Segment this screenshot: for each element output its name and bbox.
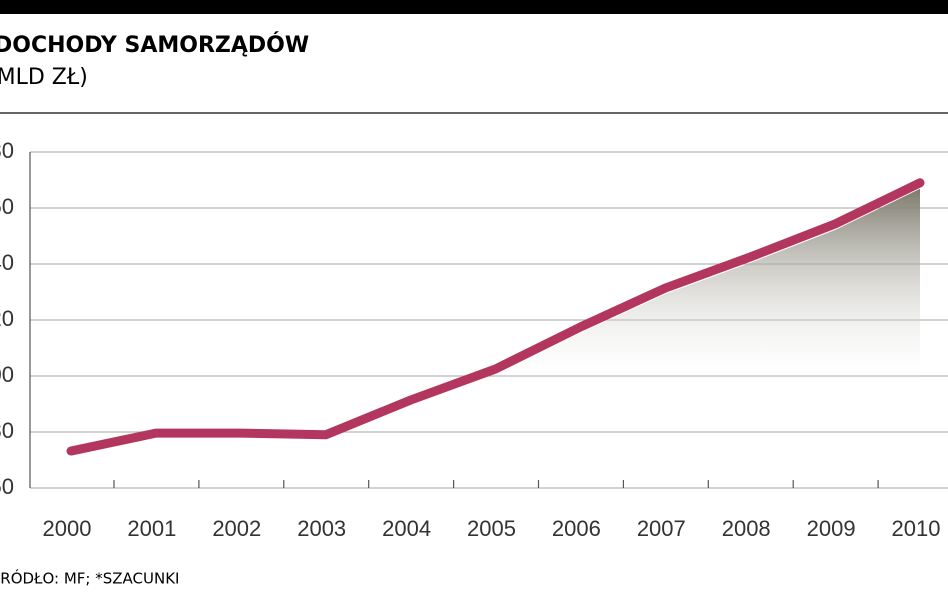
y-tick-label: 60 — [0, 474, 14, 499]
line — [66, 178, 925, 456]
y-tick-label: 80 — [0, 418, 14, 443]
x-tick-label: 2000 — [43, 516, 92, 541]
y-tick-label: 160 — [0, 194, 14, 219]
x-tick-label: 2010 — [892, 516, 941, 541]
chart-title: DOCHODY SAMORZĄDÓW — [0, 32, 309, 58]
area — [495, 188, 920, 390]
x-tick-label: 2009 — [807, 516, 856, 541]
x-tick-label: 2008 — [722, 516, 771, 541]
x-tick-label: 2004 — [382, 516, 431, 541]
top-bar — [0, 0, 948, 14]
x-tick-label: 2002 — [212, 516, 261, 541]
y-tick-label: 140 — [0, 250, 14, 275]
x-tick-label: 2003 — [297, 516, 346, 541]
chart-subtitle: (MLD ZŁ) — [0, 65, 88, 90]
x-tick-label: 2007 — [637, 516, 686, 541]
y-tick-label: 100 — [0, 362, 14, 387]
y-tick-label: 120 — [0, 306, 14, 331]
x-tick-label: 2006 — [552, 516, 601, 541]
x-tick-label: 2001 — [127, 516, 176, 541]
x-tick-label: 2005 — [467, 516, 516, 541]
source: ŹRÓDŁO: MF; *SZACUNKI — [0, 569, 179, 588]
y-tick-label: 180 — [0, 138, 14, 163]
